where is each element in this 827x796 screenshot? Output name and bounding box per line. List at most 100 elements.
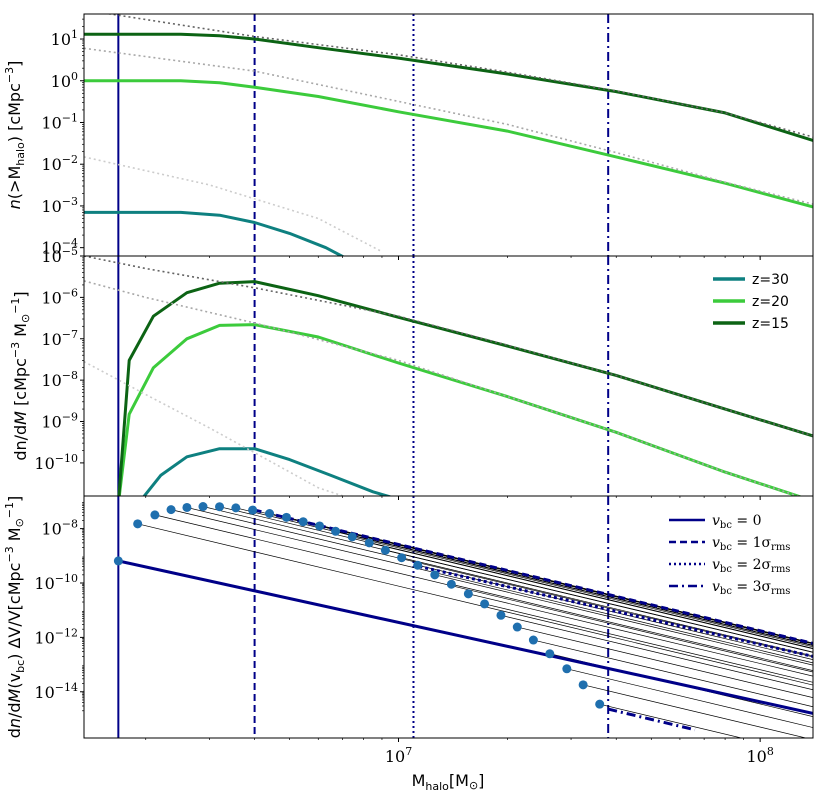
tick-base: 10 <box>41 330 61 349</box>
tick-base: 10 <box>746 747 766 766</box>
scatter-point <box>265 509 275 519</box>
tick-exp: 7 <box>405 745 412 758</box>
exp2: −1 <box>9 298 22 314</box>
scatter-point <box>150 510 160 520</box>
tick-exp: −10 <box>55 452 78 465</box>
scatter-point <box>315 521 325 531</box>
fan-line <box>484 603 813 683</box>
scatter-point <box>578 680 588 690</box>
tick-exp: 0 <box>71 70 78 83</box>
scatter-point <box>562 664 572 674</box>
series-line <box>105 14 813 138</box>
x-tick-label: 108 <box>746 745 773 766</box>
panel-1-plot-area <box>84 14 813 256</box>
sub: bc <box>720 564 732 575</box>
series-line <box>84 32 813 142</box>
legend-label: vbc = 3σrms <box>712 579 790 597</box>
tick-base: 10 <box>41 155 61 174</box>
y-tick-label: 10−10 <box>34 452 78 473</box>
scatter-point <box>133 519 143 529</box>
xl-m: M <box>412 771 426 790</box>
tick-base: 10 <box>41 197 61 216</box>
tick-exp: −7 <box>62 328 78 341</box>
tick-exp: −9 <box>62 411 78 424</box>
fan-line <box>369 542 813 650</box>
e: M <box>5 527 24 546</box>
scatter-point <box>364 538 374 548</box>
sym: ⊙ <box>13 518 26 527</box>
fan-line <box>468 593 813 677</box>
series-line <box>413 563 813 658</box>
scatter-point <box>215 502 225 512</box>
xl-sym: ⊙ <box>469 779 478 792</box>
panel-2: 10−510−610−710−810−910−10 <box>34 245 814 500</box>
y-tick-label: 10−14 <box>34 681 78 702</box>
fan-line <box>517 626 813 699</box>
scatter-point <box>545 649 555 659</box>
scatter-point <box>347 532 357 542</box>
series-line <box>84 256 813 437</box>
panel-1-frame <box>83 13 814 257</box>
y-tick-label: 10−1 <box>41 111 78 132</box>
sub2: rms <box>771 542 790 553</box>
scatter-point <box>231 503 241 513</box>
end: ] <box>5 61 24 67</box>
series-line <box>84 210 345 256</box>
y-tick-label: 10−10 <box>34 572 78 593</box>
sub: bc <box>14 660 27 673</box>
legend-label: z=15 <box>752 316 789 332</box>
scatter-point <box>331 526 341 536</box>
tick-base: 10 <box>34 628 54 647</box>
fan-line <box>170 509 813 664</box>
v: v <box>712 579 720 595</box>
a: dn/d <box>11 425 30 461</box>
b: [cMpc <box>11 358 30 411</box>
y-tick-label: 10−12 <box>34 626 78 647</box>
scatter-point <box>397 553 407 563</box>
sym: ⊙ <box>19 314 32 323</box>
scatter-point <box>446 579 456 589</box>
y-tick-label: 10−2 <box>41 153 78 174</box>
legend-label: vbc = 1σrms <box>712 535 790 553</box>
scatter-point <box>166 505 176 515</box>
scatter-point <box>198 502 208 512</box>
exp1: −3 <box>3 546 16 562</box>
panel-3-plot-area <box>113 496 813 738</box>
b: /d <box>5 702 24 718</box>
a: d <box>5 728 24 738</box>
scatter-point <box>528 635 538 645</box>
series-line <box>607 707 696 732</box>
y-tick-label: 10−6 <box>41 286 78 307</box>
legend-label: z=30 <box>752 272 789 288</box>
v: v <box>712 513 720 529</box>
fan-line <box>500 614 813 691</box>
tick-base: 10 <box>34 683 54 702</box>
tick-base: 10 <box>385 747 405 766</box>
exp1: −3 <box>9 342 22 358</box>
c: (v <box>5 673 24 689</box>
series-line <box>84 79 813 209</box>
sub: bc <box>720 520 732 531</box>
fan-line <box>154 514 813 673</box>
fan-line <box>335 530 813 646</box>
x-tick-label: 107 <box>385 745 412 766</box>
legend-label: vbc = 2σrms <box>712 557 790 575</box>
d: ) ΔV/V[cMpc <box>5 563 24 660</box>
sub: halo <box>14 142 27 166</box>
n: n <box>5 199 24 209</box>
y-axis-label-2: dn/dM [cMpc−3 M⊙−1] <box>9 291 32 460</box>
scatter-point <box>298 517 308 527</box>
y-axis-label-1: n(>Mhalo) [cMpc−3] <box>3 61 27 210</box>
tick-exp: −8 <box>62 518 78 531</box>
tick-exp: −1 <box>62 111 78 124</box>
fan-line <box>434 574 813 666</box>
close: ) [cMpc <box>5 83 24 142</box>
tick-exp: 8 <box>767 745 774 758</box>
panel-2-plot-area <box>84 256 813 496</box>
legend-label: z=20 <box>752 294 789 310</box>
eq: = 3σ <box>732 579 772 595</box>
legend-label: vbc = 0 <box>712 513 761 531</box>
tick-base: 10 <box>41 371 61 390</box>
series-line <box>117 323 803 496</box>
